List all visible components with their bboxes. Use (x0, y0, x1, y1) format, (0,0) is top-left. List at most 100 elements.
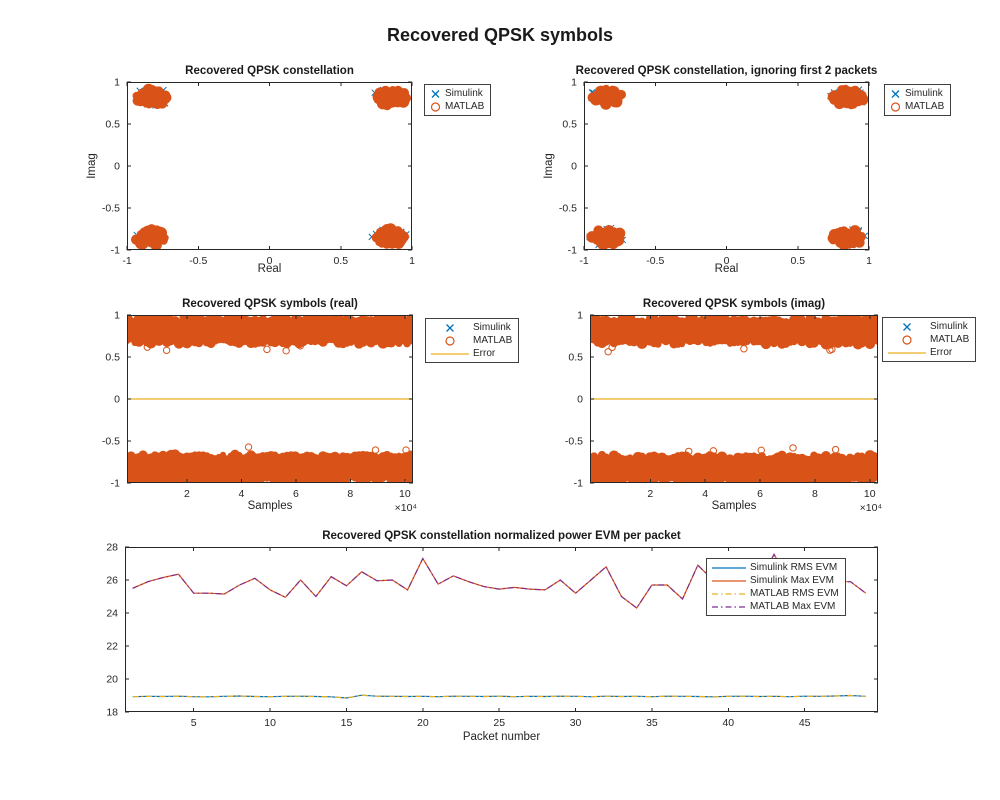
svg-text:0.5: 0.5 (562, 119, 577, 131)
x-marker-icon (889, 88, 902, 100)
x-marker-icon (887, 321, 927, 333)
subplot-symbols-imag[interactable]: 2 4 6 8 10 -1 -0.5 0 0.5 1 ×10⁴ Recovered QPSK sym… (565, 298, 977, 515)
svg-text:-0.5: -0.5 (559, 203, 577, 215)
legend-entry-matlab-max-evm[interactable]: MATLAB Max EVM (711, 600, 839, 613)
const1-plot-area[interactable]: -1 -0.5 0 0.5 1 -1 -0.5 0 0.5 1 (102, 77, 415, 268)
evm-plot-area[interactable]: 5 10 15 20 25 30 35 40 45 18 20 22 24 26 28 (106, 542, 878, 729)
legend-label: MATLAB Max EVM (750, 601, 836, 612)
svg-text:1: 1 (571, 77, 577, 89)
svg-text:10: 10 (399, 488, 411, 500)
legend-entry-matlab[interactable]: MATLAB (430, 334, 512, 347)
x-marker-icon (430, 322, 470, 334)
line-sample-icon (711, 588, 747, 600)
evm-lines (132, 553, 867, 699)
axes-box (584, 82, 869, 250)
tick-labels: 2 4 6 8 10 -1 -0.5 0 0.5 1 ×10⁴ (565, 310, 882, 515)
tick-marks (590, 314, 878, 484)
legend-entry-matlab-rms-evm[interactable]: MATLAB RMS EVM (711, 587, 839, 600)
legend-label: Error (930, 347, 953, 358)
circle-marker-icon (887, 334, 927, 346)
line-sample-icon (430, 348, 470, 360)
subplot-constellation-1[interactable]: -1 -0.5 0 0.5 1 -1 -0.5 0 0.5 1 Recovered QPSK co… (86, 65, 492, 275)
line-sample-icon (711, 562, 747, 574)
axes-box (125, 547, 878, 712)
legend-label: Simulink (445, 88, 483, 99)
legend-label: Simulink (930, 321, 968, 332)
svg-text:0.5: 0.5 (333, 255, 348, 267)
x-axis-label: Packet number (462, 731, 541, 743)
svg-text:-0.5: -0.5 (646, 255, 664, 267)
svg-text:4: 4 (702, 488, 708, 500)
legend-label: Simulink Max EVM (750, 575, 834, 586)
legend-entry-simulink-rms-evm[interactable]: Simulink RMS EVM (711, 561, 839, 574)
tick-labels: 5 10 15 20 25 30 35 40 45 18 20 22 24 26 28 (106, 542, 810, 730)
legend-label: MATLAB (930, 334, 970, 345)
legend: Simulink MATLAB (424, 84, 492, 116)
subplot-evm-per-packet[interactable]: 5 10 15 20 25 30 35 40 45 18 20 22 24 26 28 Recovered … (106, 530, 878, 743)
circle-marker-icon (429, 101, 442, 113)
constellation-clusters (130, 83, 412, 250)
legend-entry-simulink[interactable]: Simulink (429, 87, 484, 100)
svg-text:45: 45 (799, 717, 811, 729)
legend-entry-simulink[interactable]: Simulink (430, 321, 512, 334)
legend-label: MATLAB (473, 335, 513, 346)
axes-box (127, 82, 412, 250)
svg-text:-1: -1 (111, 478, 120, 490)
tick-labels: -1 -0.5 0 0.5 1 -1 -0.5 0 0.5 1 (559, 77, 872, 268)
svg-text:24: 24 (106, 608, 118, 620)
const2-plot-area[interactable]: -1 -0.5 0 0.5 1 -1 -0.5 0 0.5 1 (559, 77, 872, 268)
svg-text:6: 6 (757, 488, 763, 500)
tick-marks (125, 546, 878, 713)
svg-text:2: 2 (184, 488, 190, 500)
legend-entry-simulink[interactable]: Simulink (889, 87, 944, 100)
svg-text:-0.5: -0.5 (565, 436, 583, 448)
svg-text:1: 1 (114, 310, 120, 322)
legend-label: Simulink RMS EVM (750, 562, 838, 573)
legend-entry-simulink-max-evm[interactable]: Simulink Max EVM (711, 574, 839, 587)
svg-text:2: 2 (647, 488, 653, 500)
svg-text:1: 1 (114, 77, 120, 89)
svg-text:-0.5: -0.5 (102, 203, 120, 215)
legend-label: MATLAB RMS EVM (750, 588, 839, 599)
tick-labels: 2 4 6 8 10 -1 -0.5 0 0.5 1 ×10⁴ (102, 310, 417, 515)
subplot-title: Recovered QPSK symbols (imag) (642, 298, 826, 310)
svg-text:1: 1 (577, 310, 583, 322)
legend-label: Simulink (905, 88, 943, 99)
circle-marker-icon (430, 335, 470, 347)
legend: Simulink MATLAB Error (882, 317, 977, 362)
legend-entry-error[interactable]: Error (430, 347, 512, 360)
legend-label: MATLAB (905, 101, 945, 112)
svg-text:20: 20 (106, 674, 118, 686)
real-plot-area[interactable]: 2 4 6 8 10 -1 -0.5 0 0.5 1 ×10⁴ (102, 310, 417, 515)
subplot-title: Recovered QPSK constellation, ignoring f… (575, 65, 878, 77)
svg-text:40: 40 (722, 717, 734, 729)
imag-plot-area[interactable]: 2 4 6 8 10 -1 -0.5 0 0.5 1 ×10⁴ (565, 310, 882, 515)
legend: Simulink RMS EVM Simulink Max EVM MATLAB R… (706, 558, 846, 616)
svg-text:-1: -1 (122, 255, 131, 267)
svg-text:8: 8 (347, 488, 353, 500)
svg-text:35: 35 (646, 717, 658, 729)
legend-entry-matlab[interactable]: MATLAB (429, 100, 484, 113)
legend-entry-matlab[interactable]: MATLAB (889, 100, 944, 113)
legend-entry-error[interactable]: Error (887, 346, 969, 359)
constellation-clusters (586, 84, 869, 250)
legend-entry-matlab[interactable]: MATLAB (887, 333, 969, 346)
line-sample-icon (887, 347, 927, 359)
svg-text:-1: -1 (111, 245, 120, 257)
line-sample-icon (711, 601, 747, 613)
symbol-bands (127, 315, 413, 483)
svg-text:0: 0 (114, 394, 120, 406)
x-axis-label: Real (257, 263, 282, 275)
subplot-title: Recovered QPSK constellation (185, 65, 354, 77)
svg-text:0.5: 0.5 (105, 119, 120, 131)
svg-text:6: 6 (293, 488, 299, 500)
axis-multiplier: ×10⁴ (395, 502, 417, 514)
svg-text:25: 25 (493, 717, 505, 729)
legend: Simulink MATLAB Error (425, 318, 520, 363)
svg-text:20: 20 (417, 717, 429, 729)
subplot-constellation-2[interactable]: -1 -0.5 0 0.5 1 -1 -0.5 0 0.5 1 Recovered QPSK co… (543, 65, 952, 275)
legend-entry-simulink[interactable]: Simulink (887, 320, 969, 333)
subplot-symbols-real[interactable]: 2 4 6 8 10 -1 -0.5 0 0.5 1 ×10⁴ Recovered QPSK sym… (102, 298, 520, 515)
legend-label: Simulink (473, 322, 511, 333)
